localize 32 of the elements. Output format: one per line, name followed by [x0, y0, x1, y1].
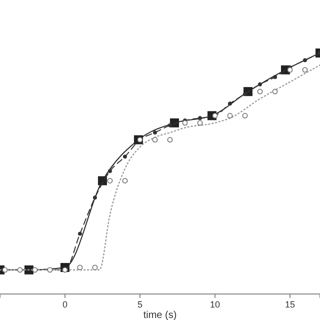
- x-tick-label: 0: [62, 299, 68, 310]
- point: [228, 102, 232, 106]
- point: [122, 178, 128, 184]
- point: [242, 112, 248, 118]
- point: [272, 75, 278, 80]
- point: [197, 120, 203, 126]
- point: [77, 264, 83, 270]
- point: [107, 178, 113, 184]
- x-axis-title: time (s): [143, 310, 177, 320]
- point: [78, 232, 82, 236]
- point: [98, 176, 107, 186]
- point: [287, 67, 293, 73]
- x-tick-label: 10: [210, 299, 220, 310]
- point: [168, 123, 172, 128]
- point: [198, 116, 202, 120]
- point: [227, 112, 233, 118]
- point: [302, 58, 308, 62]
- point: [302, 67, 308, 73]
- point: [92, 264, 98, 270]
- point: [182, 120, 188, 126]
- point: [122, 154, 128, 159]
- point: [272, 88, 278, 94]
- point: [258, 82, 262, 86]
- x-tick-label: 5: [137, 299, 142, 310]
- point: [242, 92, 248, 96]
- point: [152, 130, 158, 135]
- point: [92, 196, 98, 200]
- point: [167, 137, 173, 143]
- point: [257, 88, 263, 94]
- x-tick-label: 15: [284, 299, 296, 310]
- point: [108, 169, 112, 174]
- point: [152, 137, 158, 143]
